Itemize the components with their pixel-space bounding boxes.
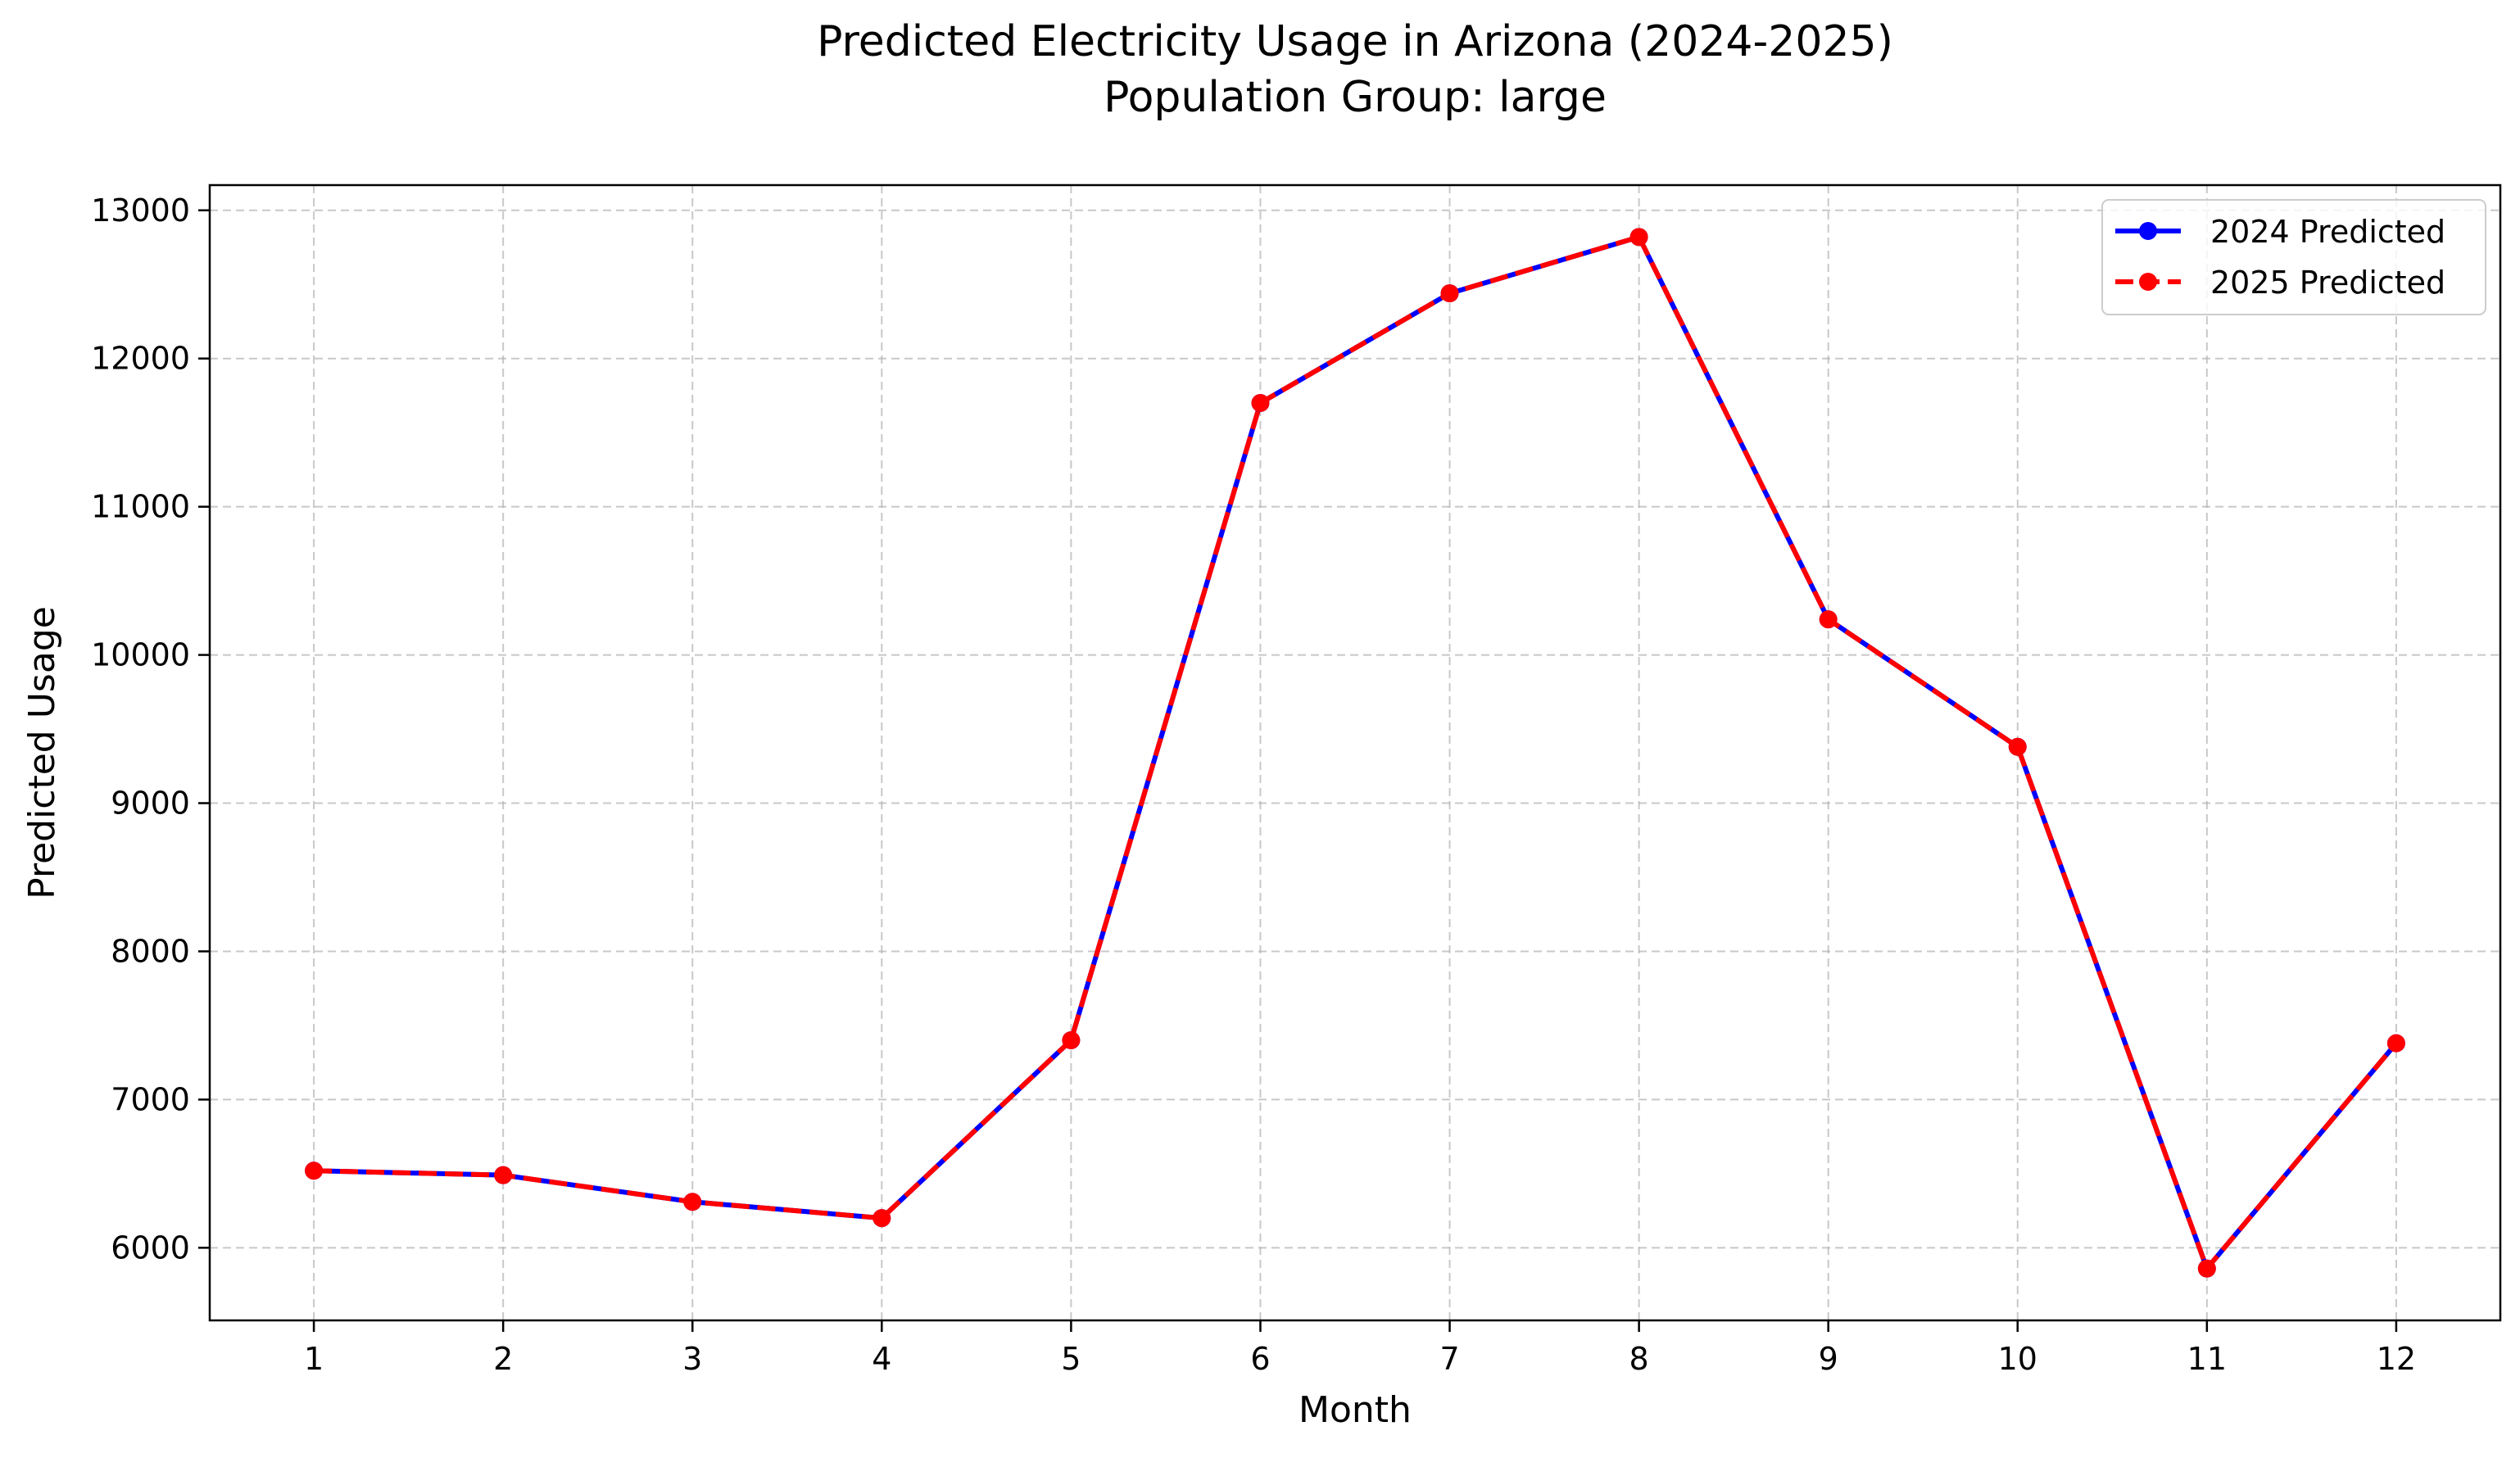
x-tick-label: 9 bbox=[1819, 1341, 1838, 1377]
x-tick-label: 6 bbox=[1250, 1341, 1270, 1377]
data-point-2025-predicted bbox=[683, 1193, 702, 1211]
x-tick-label: 8 bbox=[1629, 1341, 1649, 1377]
y-tick-label: 6000 bbox=[111, 1229, 190, 1266]
data-point-2025-predicted bbox=[2386, 1034, 2405, 1053]
data-point-2025-predicted bbox=[305, 1161, 324, 1180]
legend-label-2025: 2025 Predicted bbox=[2210, 265, 2445, 301]
data-point-2025-predicted bbox=[1440, 284, 1459, 303]
data-point-2025-predicted bbox=[2008, 737, 2027, 756]
y-axis-label: Predicted Usage bbox=[21, 606, 63, 899]
y-tick-label: 11000 bbox=[91, 489, 190, 525]
x-axis: 1 2 3 4 5 6 7 8 9 10 11 12 bbox=[304, 1320, 2416, 1377]
x-axis-label: Month bbox=[1299, 1389, 1412, 1431]
legend-box bbox=[2101, 199, 2486, 315]
chart-subtitle: Population Group: large bbox=[1104, 73, 1607, 122]
x-tick-label: 1 bbox=[304, 1341, 324, 1377]
y-tick-label: 9000 bbox=[111, 786, 190, 822]
data-point-2025-predicted bbox=[1629, 228, 1648, 247]
legend-label-2024: 2024 Predicted bbox=[2210, 214, 2445, 250]
legend: 2024 Predicted 2025 Predicted bbox=[2101, 199, 2486, 315]
x-tick-label: 7 bbox=[1439, 1341, 1459, 1377]
series-layer bbox=[305, 228, 2405, 1278]
chart-title: Predicted Electricity Usage in Arizona (… bbox=[817, 17, 1893, 66]
x-tick-label: 5 bbox=[1061, 1341, 1081, 1377]
series-2025-predicted bbox=[305, 228, 2405, 1278]
y-tick-label: 8000 bbox=[111, 933, 190, 969]
y-tick-label: 12000 bbox=[91, 341, 190, 377]
data-point-2025-predicted bbox=[1819, 610, 1838, 629]
y-tick-label: 10000 bbox=[91, 637, 190, 673]
y-tick-label: 13000 bbox=[91, 192, 190, 229]
data-point-2025-predicted bbox=[2197, 1259, 2216, 1278]
data-point-2025-predicted bbox=[494, 1166, 513, 1184]
data-point-2025-predicted bbox=[1062, 1031, 1081, 1050]
y-axis: 6000 7000 8000 9000 10000 11000 12000 13000 bbox=[91, 192, 210, 1266]
data-point-2025-predicted bbox=[872, 1209, 891, 1228]
x-tick-label: 3 bbox=[682, 1341, 702, 1377]
x-tick-label: 2 bbox=[493, 1341, 513, 1377]
x-tick-label: 12 bbox=[2377, 1341, 2416, 1377]
x-tick-label: 4 bbox=[872, 1341, 891, 1377]
series-line-2025-predicted bbox=[314, 234, 2399, 1271]
x-tick-label: 10 bbox=[1998, 1341, 2037, 1377]
y-tick-label: 7000 bbox=[111, 1081, 190, 1117]
plot-frame bbox=[208, 183, 2502, 1322]
legend-marker-2025 bbox=[2139, 273, 2157, 291]
x-tick-label: 11 bbox=[2187, 1341, 2227, 1377]
data-point-2025-predicted bbox=[1251, 393, 1270, 412]
legend-marker-2024 bbox=[2139, 222, 2157, 240]
